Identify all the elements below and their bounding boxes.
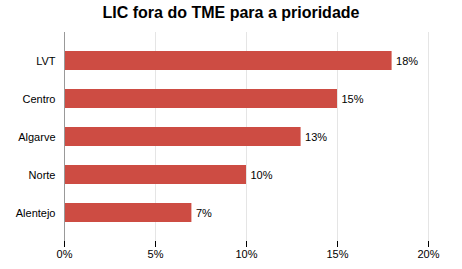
svg-text:Norte: Norte xyxy=(29,169,56,181)
svg-text:10%: 10% xyxy=(235,248,257,260)
svg-text:Algarve: Algarve xyxy=(18,131,55,143)
svg-text:0%: 0% xyxy=(57,248,73,260)
svg-text:20%: 20% xyxy=(417,248,439,260)
html-text:LIC fora do TME para a priorid: LIC fora do TME para a prioridade xyxy=(102,4,360,21)
svg-text:Alentejo: Alentejo xyxy=(16,207,56,219)
svg-text:10%: 10% xyxy=(251,169,273,181)
svg-text:5%: 5% xyxy=(148,248,164,260)
svg-text:13%: 13% xyxy=(305,131,327,143)
svg-text:18%: 18% xyxy=(396,55,418,67)
svg-text:LVT: LVT xyxy=(36,55,56,67)
svg-text:15%: 15% xyxy=(326,248,348,260)
svg-text:15%: 15% xyxy=(342,93,364,105)
svg-text:Centro: Centro xyxy=(22,93,55,105)
svg-text:7%: 7% xyxy=(196,207,212,219)
